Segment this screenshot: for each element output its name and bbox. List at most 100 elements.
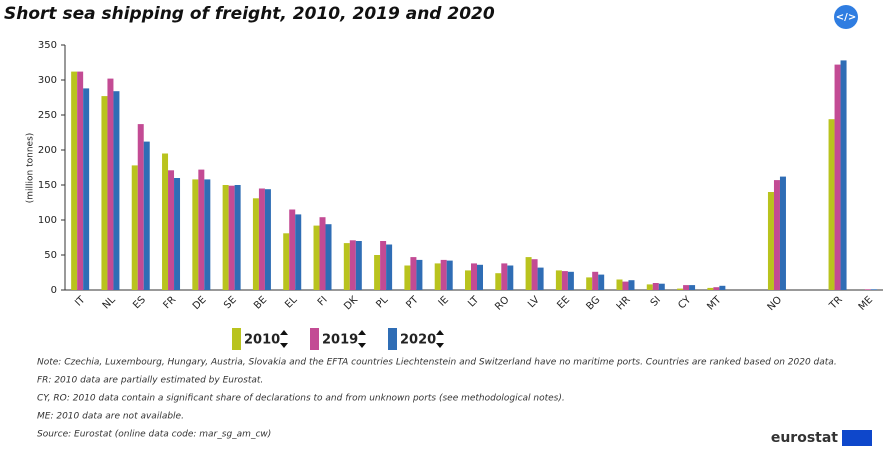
bar xyxy=(828,119,835,290)
bar xyxy=(168,170,175,290)
logo-flag xyxy=(842,430,872,446)
embed-button-bg xyxy=(834,5,858,29)
bar xyxy=(258,188,265,290)
x-tick-label: CY xyxy=(676,294,694,312)
logo: eurostat xyxy=(771,430,838,446)
x-tick-label: ES xyxy=(131,294,148,311)
x-tick-label: IT xyxy=(73,294,88,309)
bar xyxy=(767,192,774,290)
bar xyxy=(131,165,138,290)
bar xyxy=(555,270,562,290)
x-tick-label: MT xyxy=(705,294,724,313)
bar xyxy=(192,179,199,290)
x-tick-label: PT xyxy=(404,294,421,311)
y-axis-title: (million tonnes) xyxy=(26,133,36,204)
bar xyxy=(101,96,108,290)
bar xyxy=(380,241,387,290)
y-tick-label: 300 xyxy=(38,75,57,86)
bar xyxy=(325,224,332,290)
bar xyxy=(252,198,259,290)
bar xyxy=(143,141,150,290)
embed-button-label: </> xyxy=(836,12,856,23)
bar xyxy=(840,60,847,291)
bar xyxy=(416,259,423,290)
bar xyxy=(71,71,78,290)
y-tick-label: 200 xyxy=(38,145,57,156)
bar xyxy=(264,189,271,290)
bar xyxy=(471,263,477,290)
bar xyxy=(107,78,114,290)
bar xyxy=(113,91,120,290)
bar xyxy=(283,233,290,290)
y-tick-label: 150 xyxy=(38,180,57,191)
embed-button[interactable]: </> xyxy=(834,5,858,29)
bar xyxy=(683,285,690,290)
x-tick-label: SI xyxy=(649,294,663,308)
note: ME: 2010 data are not available. xyxy=(37,412,184,422)
bar xyxy=(531,259,538,290)
bar xyxy=(495,273,502,290)
sort-icon xyxy=(436,330,444,348)
x-tick-label: DK xyxy=(342,294,360,312)
x-tick-label: TR xyxy=(827,294,845,312)
bar xyxy=(234,185,241,290)
x-tick-label: LT xyxy=(466,294,482,310)
bar xyxy=(349,240,356,290)
bar xyxy=(204,179,211,290)
x-tick-label: PL xyxy=(374,294,390,310)
bar xyxy=(616,279,623,290)
bar xyxy=(561,271,568,290)
legend-item[interactable]: 2019 xyxy=(310,328,366,350)
bar xyxy=(501,263,508,290)
x-tick-label: FI xyxy=(316,294,330,308)
bar xyxy=(567,271,574,290)
bar xyxy=(677,288,684,290)
bar xyxy=(228,185,235,290)
y-tick-label: 250 xyxy=(38,110,57,121)
bar xyxy=(434,263,441,290)
note: FR: 2010 data are partially estimated by… xyxy=(37,376,263,386)
bar xyxy=(834,64,841,290)
bar xyxy=(198,169,205,290)
bar xyxy=(719,285,726,290)
x-tick-label: LV xyxy=(526,294,542,310)
x-tick-label: IE xyxy=(437,294,451,308)
x-tick-label: EE xyxy=(555,294,572,311)
legend-label: 2010 xyxy=(244,333,280,348)
bar xyxy=(707,287,714,290)
bar xyxy=(477,264,483,290)
bar xyxy=(713,287,720,290)
legend-item[interactable]: 2020 xyxy=(388,328,444,350)
bar xyxy=(137,124,144,290)
bar xyxy=(295,214,302,290)
bar xyxy=(289,209,296,290)
bar xyxy=(83,88,90,291)
note: Note: Czechia, Luxembourg, Hungary, Aust… xyxy=(37,358,837,368)
bar xyxy=(586,277,593,290)
legend-label: 2019 xyxy=(322,333,358,348)
y-tick-label: 350 xyxy=(38,40,57,51)
bar xyxy=(410,257,417,290)
bar xyxy=(222,185,229,290)
x-tick-label: FR xyxy=(162,294,179,311)
x-tick-label: DE xyxy=(191,294,209,312)
bar xyxy=(374,255,381,290)
y-tick-label: 100 xyxy=(38,215,57,226)
y-tick-label: 0 xyxy=(51,285,57,296)
bar xyxy=(313,225,320,290)
bar xyxy=(319,217,326,290)
bar xyxy=(77,71,84,290)
bar xyxy=(870,289,877,290)
bar xyxy=(658,283,665,290)
y-tick-label: 50 xyxy=(44,250,57,261)
bar xyxy=(592,271,599,290)
x-tick-label: BG xyxy=(584,294,602,312)
note: Source: Eurostat (online data code: mar_… xyxy=(37,430,271,440)
bar xyxy=(864,289,871,290)
legend-item[interactable]: 2010 xyxy=(232,328,288,350)
x-tick-label: RO xyxy=(493,294,511,312)
bar xyxy=(525,257,532,290)
x-tick-label: SE xyxy=(222,294,239,311)
bar xyxy=(598,274,605,290)
